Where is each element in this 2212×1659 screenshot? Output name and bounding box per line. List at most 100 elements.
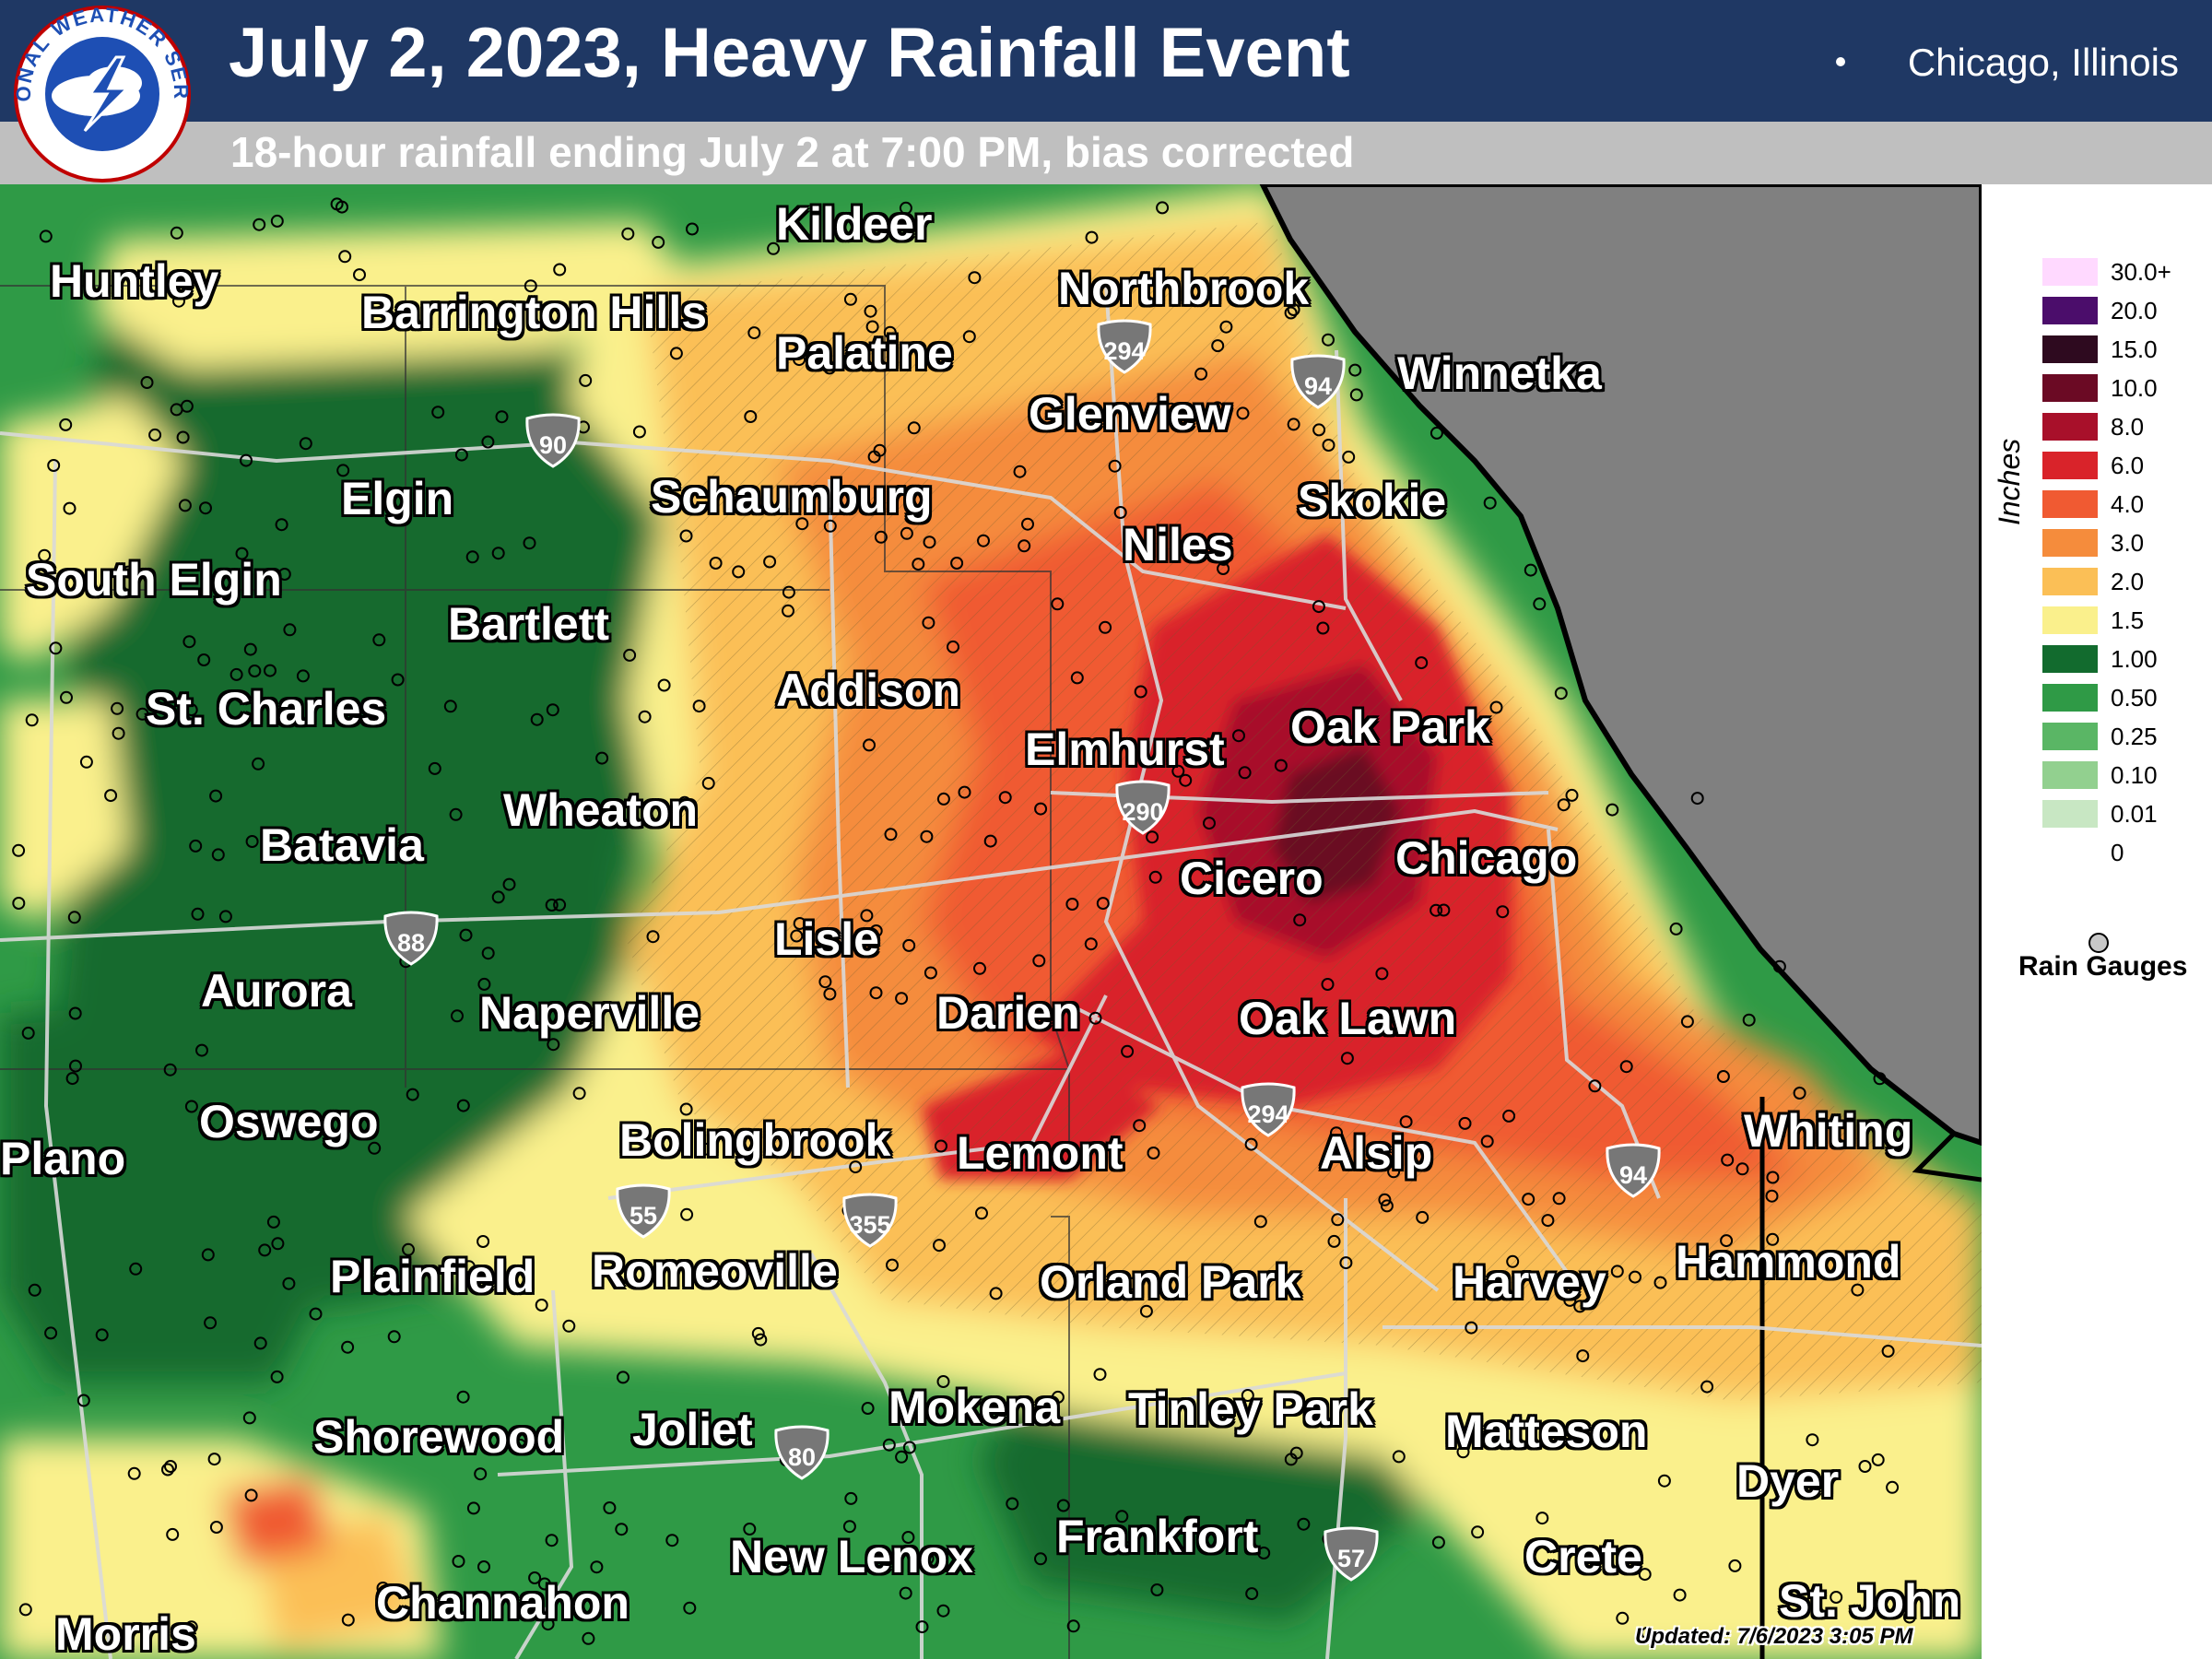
- city-label-northbrook: Northbrook: [1058, 263, 1310, 314]
- legend-label: 0.25: [2111, 723, 2158, 750]
- city-label-plano: Plano: [0, 1133, 126, 1184]
- rainfall-map: Huntley Barrington Hills Kildeer Palatin…: [0, 184, 1982, 1659]
- legend-swatch: [2042, 761, 2098, 789]
- interstate-shield: 57: [1322, 1526, 1381, 1582]
- interstate-shield-icon: [616, 1183, 671, 1239]
- legend-label: 10.0: [2111, 374, 2158, 402]
- legend-label: 15.0: [2111, 335, 2158, 363]
- legend-swatch: [2042, 297, 2098, 324]
- map-subtitle: 18-hour rainfall ending July 2 at 7:00 P…: [230, 128, 1355, 176]
- city-label-whiting: Whiting: [1744, 1105, 1913, 1157]
- road-network: [0, 285, 1982, 1659]
- legend-label: 8.0: [2111, 413, 2145, 441]
- city-label-frankfort: Frankfort: [1056, 1511, 1259, 1562]
- city-label-oak-lawn: Oak Lawn: [1239, 993, 1457, 1044]
- interstate-shield-icon: [1606, 1143, 1661, 1198]
- city-label-huntley: Huntley: [50, 255, 219, 307]
- interstate-shield: 94: [1604, 1143, 1663, 1198]
- county-lines: [0, 285, 1070, 1659]
- legend-label: 2.0: [2111, 568, 2145, 595]
- legend-label: 0.10: [2111, 761, 2158, 789]
- city-label-hammond: Hammond: [1676, 1236, 1901, 1288]
- legend-label: 4.0: [2111, 490, 2145, 518]
- office-location: Chicago, Illinois: [1907, 41, 2179, 84]
- nws-logo-icon: NATIONAL WEATHER SERVICE: [6, 2, 191, 182]
- location-marker-icon: [1836, 57, 1845, 66]
- city-label-aurora: Aurora: [201, 965, 352, 1017]
- interstate-shield: 294: [1095, 319, 1154, 374]
- rain-gauge-icon: [2088, 933, 2109, 953]
- interstate-shield-icon: [383, 911, 439, 966]
- legend-swatch: [2042, 335, 2098, 363]
- rainfall-shading: [0, 184, 1982, 1659]
- legend-swatch: [2042, 258, 2098, 286]
- city-label-oswego: Oswego: [199, 1096, 379, 1147]
- interstate-shield: 88: [382, 911, 441, 966]
- heavy-rain-hatching: [627, 221, 1982, 1401]
- rain-gauge-markers: [12, 197, 1916, 1645]
- interstate-shield-icon: [774, 1425, 830, 1480]
- interstate-shield-icon: [1290, 354, 1346, 409]
- subtitle-bar: [0, 122, 2212, 184]
- legend-swatch: [2042, 645, 2098, 673]
- legend-label: 0: [2111, 839, 2124, 866]
- city-label-schaumburg: Schaumburg: [651, 471, 933, 523]
- interstate-shield-icon: [1115, 780, 1171, 835]
- city-label-alsip: Alsip: [1320, 1127, 1433, 1179]
- city-label-bolingbrook: Bolingbrook: [619, 1114, 891, 1166]
- city-label-elmhurst: Elmhurst: [1025, 724, 1225, 775]
- city-label-st-charles: St. Charles: [146, 683, 387, 735]
- city-label-channahon: Channahon: [376, 1577, 629, 1629]
- interstate-shield-icon: [1241, 1082, 1296, 1137]
- legend-swatch: [2042, 800, 2098, 828]
- city-label-st-john: St. John: [1779, 1575, 1961, 1627]
- map-title: July 2, 2023, Heavy Rainfall Event: [229, 14, 1350, 92]
- city-label-naperville: Naperville: [479, 987, 700, 1039]
- city-label-joliet: Joliet: [632, 1404, 753, 1455]
- city-label-lemont: Lemont: [957, 1127, 1124, 1179]
- legend-label: 30.0+: [2111, 258, 2171, 286]
- city-label-south-elgin: South Elgin: [26, 554, 282, 606]
- interstate-shield: 94: [1288, 354, 1347, 409]
- legend-swatch: [2042, 568, 2098, 595]
- legend-swatch: [2042, 839, 2098, 866]
- city-label-winnetka: Winnetka: [1397, 347, 1602, 399]
- city-label-lisle: Lisle: [774, 913, 879, 965]
- city-label-elgin: Elgin: [341, 473, 454, 524]
- rain-gauge-label: Rain Gauges: [2018, 951, 2188, 982]
- city-label-chicago: Chicago: [1395, 832, 1578, 884]
- city-label-skokie: Skokie: [1298, 475, 1447, 526]
- legend-swatch: [2042, 490, 2098, 518]
- interstate-shield: 355: [841, 1193, 900, 1248]
- city-label-batavia: Batavia: [260, 819, 424, 871]
- interstate-shield-icon: [1097, 319, 1152, 374]
- legend-label: 1.5: [2111, 606, 2145, 634]
- city-label-romeoville: Romeoville: [592, 1245, 838, 1297]
- city-label-mokena: Mokena: [888, 1382, 1061, 1433]
- city-label-wheaton: Wheaton: [503, 784, 699, 836]
- city-label-glenview: Glenview: [1029, 388, 1231, 440]
- city-label-kildeer: Kildeer: [776, 198, 933, 250]
- interstate-shield: 55: [614, 1183, 673, 1239]
- city-label-darien: Darien: [936, 987, 1080, 1039]
- legend-swatch: [2042, 413, 2098, 441]
- city-label-niles: Niles: [1123, 519, 1233, 571]
- legend-swatch: [2042, 452, 2098, 479]
- legend-swatch: [2042, 374, 2098, 402]
- city-label-shorewood: Shorewood: [313, 1411, 565, 1463]
- interstate-shield-icon: [525, 413, 581, 468]
- legend-label: 1.00: [2111, 645, 2158, 673]
- interstate-shield: 80: [772, 1425, 831, 1480]
- city-label-orland-park: Orland Park: [1040, 1256, 1301, 1308]
- interstate-shield-icon: [1324, 1526, 1379, 1582]
- legend-label: 0.50: [2111, 684, 2158, 712]
- city-label-dyer: Dyer: [1736, 1455, 1840, 1507]
- interstate-shield: 294: [1239, 1082, 1298, 1137]
- city-label-barrington-hills: Barrington Hills: [361, 287, 708, 338]
- updated-timestamp: Updated: 7/6/2023 3:05 PM: [1635, 1624, 1913, 1649]
- legend-swatch: [2042, 684, 2098, 712]
- city-label-oak-park: Oak Park: [1290, 701, 1490, 753]
- legend-unit: Inches: [1993, 438, 2026, 525]
- city-label-tinley-park: Tinley Park: [1128, 1383, 1373, 1435]
